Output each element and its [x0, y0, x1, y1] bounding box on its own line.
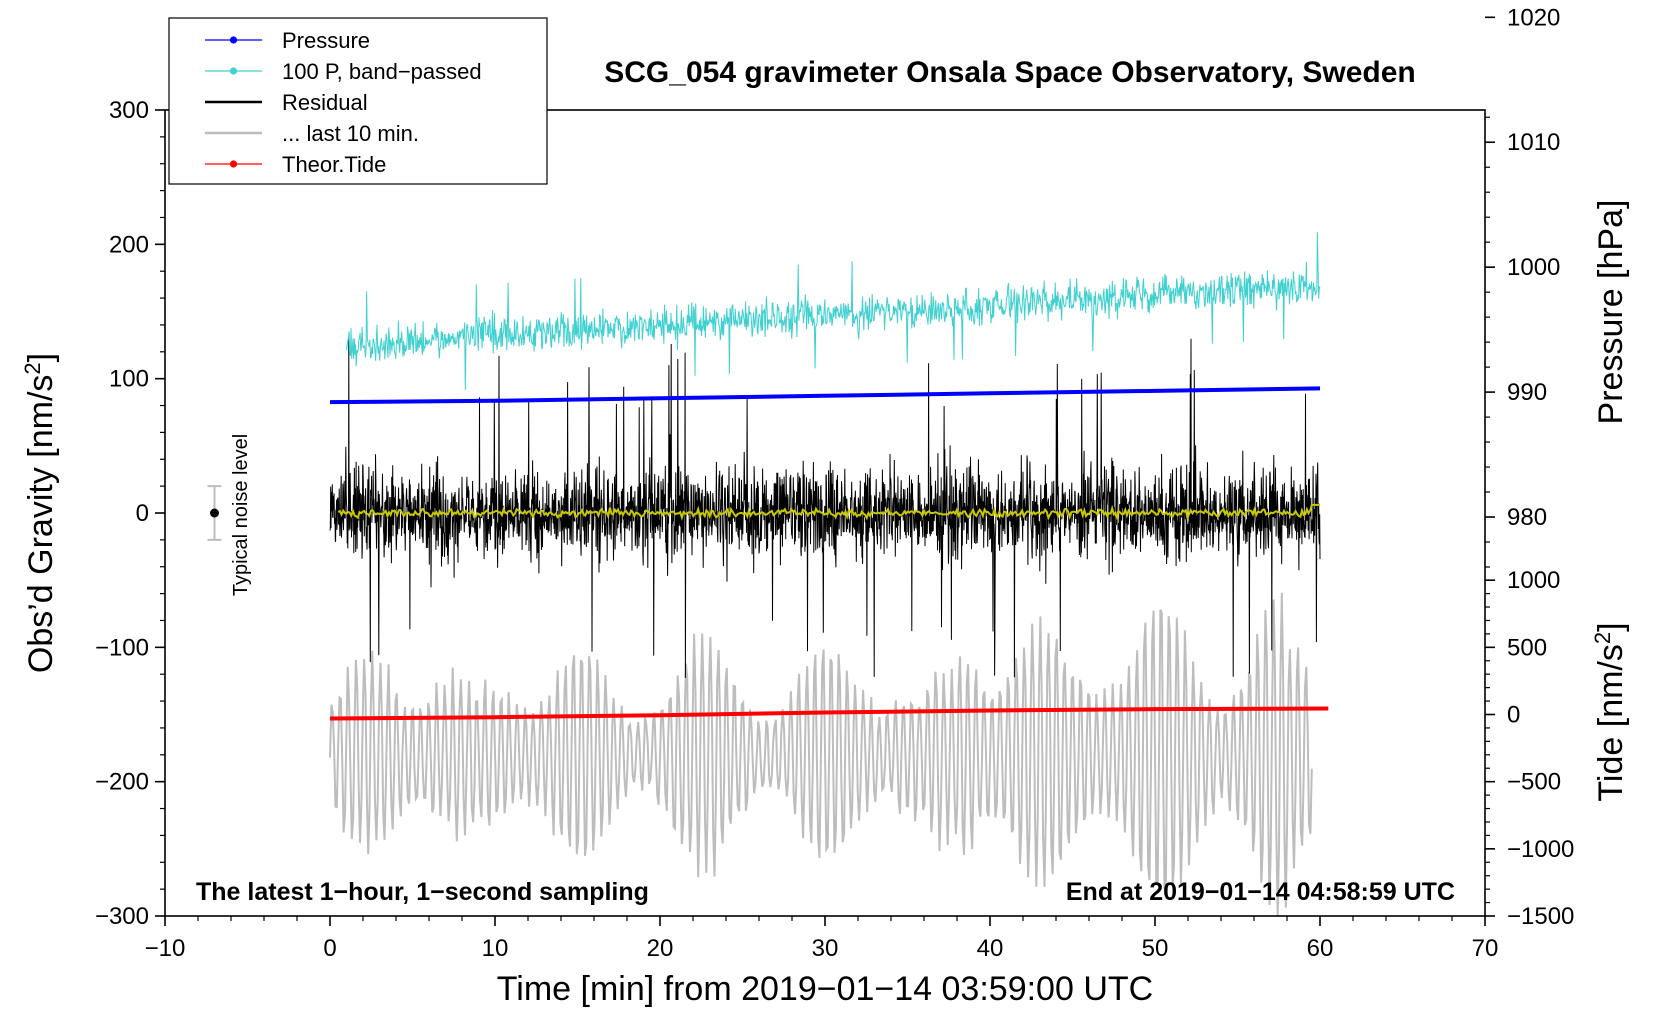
y-tick-label: 300: [109, 97, 149, 124]
x-tick-label: 70: [1472, 935, 1499, 962]
y-tick-label: 0: [136, 500, 149, 527]
y-tick-label: 100: [109, 366, 149, 393]
x-tick-label: −10: [145, 935, 186, 962]
y-axis-tide-title-tail: ]: [1592, 622, 1630, 631]
noise-bar-dot: [210, 508, 219, 518]
annotation-end-time: End at 2019−01−14 04:58:59 UTC: [1066, 878, 1455, 906]
legend-label: Theor.Tide: [282, 152, 386, 177]
x-tick-label: 10: [482, 935, 509, 962]
y-axis-tide-title: Tide [nm/s2]: [1590, 622, 1630, 801]
pressure-tick-label: 980: [1507, 504, 1547, 531]
legend-item: ... last 10 min.: [205, 121, 419, 146]
tide-tick-label: 1000: [1507, 567, 1560, 594]
x-tick-label: 40: [977, 935, 1004, 962]
noise-level-label: Typical noise level: [230, 434, 252, 596]
x-axis: −10 0 10 20 30 40 50 60 70: [145, 916, 1499, 962]
pressure-tick-label: 990: [1507, 379, 1547, 406]
legend-item: Residual: [205, 90, 368, 115]
y-tick-label: −100: [95, 634, 149, 661]
y-tick-label: 200: [109, 231, 149, 258]
x-tick-label: 50: [1142, 935, 1169, 962]
chart-title: SCG_054 gravimeter Onsala Space Observat…: [604, 56, 1416, 89]
series-last-10-min: [329, 592, 1313, 916]
legend-items: Pressure 100 P, band−passed Residual ... la…: [205, 28, 482, 177]
legend: Pressure 100 P, band−passed Residual ... la…: [168, 17, 548, 185]
x-tick-label: 60: [1307, 935, 1334, 962]
y-axis-pressure: 1030102010101000990980: [1485, 4, 1560, 568]
tide-tick-label: −500: [1507, 769, 1561, 796]
tide-tick-label: −1500: [1507, 903, 1574, 930]
y-axis-left: 300 200 100 0 −100 −200 −300: [95, 97, 165, 930]
x-tick-label: 20: [647, 935, 674, 962]
legend-item: Pressure: [205, 28, 370, 53]
y-axis-tide-title-sup: 2: [1590, 632, 1615, 644]
y-axis-left-title: Obs’d Gravity [nm/s2]: [20, 353, 60, 673]
noise-level-indicator: [207, 485, 222, 541]
legend-label: 100 P, band−passed: [282, 59, 482, 84]
pressure-tick-label: 1010: [1507, 129, 1560, 156]
legend-label: Pressure: [282, 28, 370, 53]
y-axis-tide: 1000 500 0 −500 −1000 −1500: [1485, 567, 1574, 930]
legend-swatch-marker: [229, 160, 238, 168]
y-axis-left-title-text: Obs’d Gravity [nm/s: [22, 375, 60, 674]
series-band-passed-pressure: [346, 232, 1321, 391]
tide-tick-label: 500: [1507, 634, 1547, 661]
series-pressure: [329, 386, 1321, 405]
pressure-tick-label: 1000: [1507, 254, 1560, 281]
x-tick-label: 30: [812, 935, 839, 962]
legend-item: 100 P, band−passed: [205, 59, 482, 84]
legend-item: Theor.Tide: [205, 152, 386, 177]
tide-tick-label: 0: [1507, 702, 1520, 729]
y-axis-tide-title-text: Tide [nm/s: [1592, 644, 1630, 801]
series-theoretical-tide: [329, 706, 1329, 721]
tide-tick-label: −1000: [1507, 836, 1574, 863]
y-axis-pressure-title: Pressure [hPa]: [1592, 200, 1630, 425]
annotation-sampling: The latest 1−hour, 1−second sampling: [196, 878, 649, 906]
x-axis-title: Time [min] from 2019−01−14 03:59:00 UTC: [497, 970, 1153, 1008]
legend-swatch-marker: [229, 36, 238, 44]
pressure-tick-label: 1020: [1507, 4, 1560, 31]
series-residual-smoothed: [337, 503, 1320, 522]
y-axis-left-title-tail: ]: [22, 353, 60, 362]
y-tick-label: −300: [95, 903, 149, 930]
series-layer: [329, 232, 1329, 916]
series-residual: [329, 338, 1321, 678]
legend-label: ... last 10 min.: [282, 121, 419, 146]
legend-label: Residual: [282, 90, 368, 115]
x-tick-label: 0: [323, 935, 336, 962]
legend-swatch-marker: [229, 67, 238, 75]
y-axis-left-title-sup: 2: [20, 362, 45, 374]
y-tick-label: −200: [95, 769, 149, 796]
